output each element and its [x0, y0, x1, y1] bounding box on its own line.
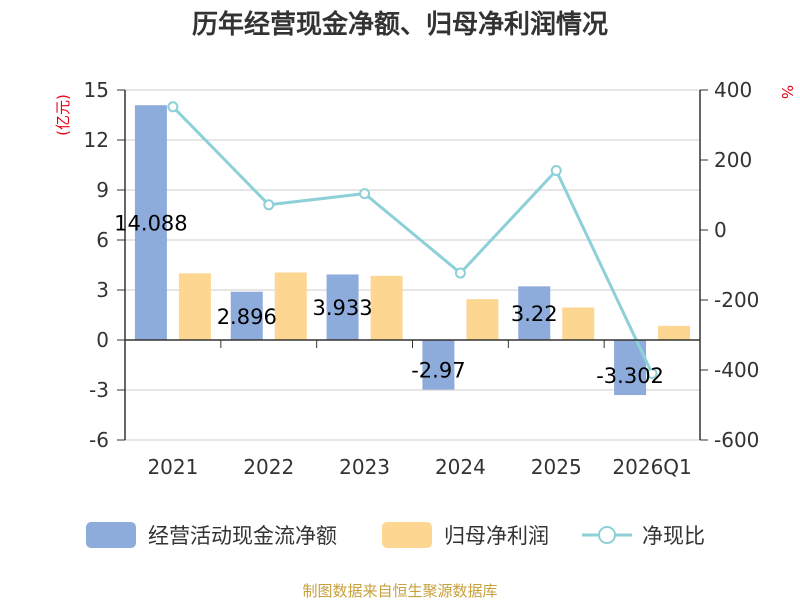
x-tick-label: 2022 — [243, 455, 294, 479]
y-right-tick-label: 200 — [714, 148, 752, 172]
ratio-line — [167, 101, 658, 379]
x-tick-label: 2023 — [339, 455, 390, 479]
legend-swatch-ratio-marker — [598, 526, 616, 544]
cashflow-bar — [422, 340, 455, 390]
x-tick-label: 2025 — [531, 455, 582, 479]
ratio-line-path — [171, 105, 654, 375]
cashflow-data-label: 3.22 — [511, 302, 558, 326]
y-left-tick-label: 9 — [96, 178, 109, 202]
y-left-tick-label: -6 — [89, 428, 109, 452]
axes: 15 12 9 6 3 0 -3 -6 400 200 0 -200 -400 -600 (亿元)% 2021… — [54, 78, 796, 479]
ratio-point — [263, 199, 275, 211]
cashflow-bar — [230, 291, 263, 340]
y-left-tick-label: 12 — [84, 128, 109, 152]
y-left-tick-label: -3 — [89, 378, 109, 402]
cashflow-bar — [134, 105, 167, 340]
y-right-tick-label: -400 — [714, 358, 759, 382]
y-right-tick-label: -200 — [714, 288, 759, 312]
y-left-tick-label: 15 — [84, 78, 109, 102]
legend-label-ratio: 净现比 — [642, 524, 705, 548]
cashflow-data-label: 3.933 — [313, 296, 373, 320]
ratio-point — [359, 188, 371, 200]
cashflow-bar — [326, 274, 359, 340]
legend-swatch-cashflow — [86, 522, 136, 548]
y-right-tick-label: -600 — [714, 428, 759, 452]
net-profit-bar — [370, 275, 403, 340]
y-left-tick-label: 6 — [96, 228, 109, 252]
y-right-axis-label: % — [778, 85, 796, 99]
cashflow-data-label: -3.302 — [596, 364, 664, 388]
ratio-point — [454, 267, 466, 279]
y-left-tick-label: 3 — [96, 278, 109, 302]
x-tick-label: 2026Q1 — [612, 455, 691, 479]
data-labels: 14.088 2.896 3.933 -2.97 3.22 -3.302 — [114, 212, 664, 388]
net-profit-bar — [274, 272, 307, 340]
net-profit-bar — [178, 273, 211, 340]
x-tick-label: 2024 — [435, 455, 486, 479]
legend-label-cashflow: 经营活动现金流净额 — [148, 524, 337, 548]
legend-label-profit: 归母净利润 — [444, 524, 549, 548]
net-profit-bar — [562, 307, 595, 340]
cashflow-data-label: 14.088 — [114, 212, 187, 236]
net-profit-bar — [466, 299, 499, 340]
y-right-tick-label: 400 — [714, 78, 752, 102]
source-text: 制图数据来自恒生聚源数据库 — [302, 582, 497, 600]
legend: 经营活动现金流净额 归母净利润 净现比 — [86, 522, 705, 548]
ratio-point — [167, 101, 179, 113]
ratio-point — [550, 165, 562, 176]
cashflow-data-label: -2.97 — [411, 359, 465, 383]
x-tick-label: 2021 — [147, 455, 198, 479]
legend-swatch-profit — [382, 522, 432, 548]
ratio-point — [646, 368, 658, 379]
y-right-tick-label: 0 — [714, 218, 727, 242]
net-profit-bar — [658, 325, 691, 340]
y-left-tick-label: 0 — [96, 328, 109, 352]
y-left-axis-label: (亿元) — [54, 94, 72, 136]
bars — [134, 105, 691, 396]
cashflow-bar — [518, 286, 551, 340]
cashflow-data-label: 2.896 — [217, 305, 277, 329]
chart-title: 历年经营现金净额、归母净利润情况 — [192, 9, 608, 40]
